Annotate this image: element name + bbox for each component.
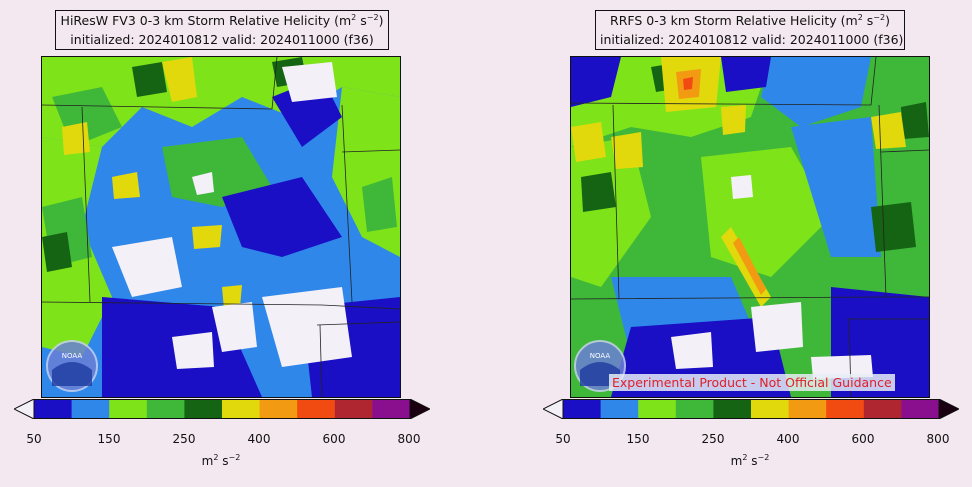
rrfs-color-9 bbox=[901, 399, 940, 419]
hiresw-tick-800: 800 bbox=[397, 432, 421, 446]
hiresw-tick-150: 150 bbox=[97, 432, 121, 446]
rrfs-tick-250: 250 bbox=[701, 432, 725, 446]
hiresw-title: HiResW FV3 0-3 km Storm Relative Helicit… bbox=[55, 10, 389, 50]
hiresw-tick-600: 600 bbox=[322, 432, 346, 446]
hiresw-tick-400: 400 bbox=[247, 432, 271, 446]
hiresw-color-4 bbox=[184, 399, 223, 419]
rrfs-tick-600: 600 bbox=[851, 432, 875, 446]
hiresw-under-arrow bbox=[14, 399, 35, 419]
hiresw-colorbar-border bbox=[33, 399, 411, 419]
hiresw-color-5 bbox=[222, 399, 261, 419]
hiresw-color-7 bbox=[297, 399, 336, 419]
rrfs-color-4 bbox=[713, 399, 752, 419]
hiresw-color-1 bbox=[71, 399, 110, 419]
rrfs-colorbar bbox=[543, 399, 959, 419]
rrfs-color-6 bbox=[788, 399, 827, 419]
hiresw-color-3 bbox=[146, 399, 185, 419]
rrfs-panel: RRFS 0-3 km Storm Relative Helicity (m2 … bbox=[486, 0, 972, 487]
hiresw-tick-250: 250 bbox=[172, 432, 196, 446]
rrfs-colorbar-unit: m2 s−2 bbox=[730, 453, 770, 469]
rrfs-color-7 bbox=[826, 399, 865, 419]
rrfs-over-arrow bbox=[938, 399, 959, 419]
rrfs-color-5 bbox=[751, 399, 790, 419]
hiresw-color-8 bbox=[334, 399, 373, 419]
hiresw-helicity-field bbox=[42, 57, 400, 397]
rrfs-helicity-field bbox=[571, 57, 929, 397]
rrfs-map bbox=[570, 56, 930, 398]
hiresw-colorbar bbox=[14, 399, 430, 419]
hiresw-colorbar-unit: m2 s−2 bbox=[201, 453, 241, 469]
rrfs-colorbar-border bbox=[562, 399, 940, 419]
rrfs-color-0 bbox=[563, 399, 602, 419]
rrfs-color-8 bbox=[863, 399, 902, 419]
rrfs-color-1 bbox=[600, 399, 639, 419]
hiresw-color-0 bbox=[34, 399, 73, 419]
experimental-watermark: Experimental Product - Not Official Guid… bbox=[609, 374, 895, 391]
svg-text:NOAA: NOAA bbox=[590, 352, 611, 360]
hiresw-color-6 bbox=[259, 399, 298, 419]
rrfs-color-2 bbox=[638, 399, 677, 419]
rrfs-title: RRFS 0-3 km Storm Relative Helicity (m2 … bbox=[595, 10, 905, 50]
rrfs-color-3 bbox=[675, 399, 714, 419]
hiresw-map bbox=[41, 56, 401, 398]
hiresw-color-2 bbox=[109, 399, 148, 419]
rrfs-tick-150: 150 bbox=[626, 432, 650, 446]
hiresw-tick-50: 50 bbox=[26, 432, 42, 446]
rrfs-under-arrow bbox=[543, 399, 564, 419]
svg-text:NOAA: NOAA bbox=[62, 352, 83, 360]
noaa-logo: NOAA bbox=[46, 340, 98, 392]
rrfs-tick-50: 50 bbox=[555, 432, 571, 446]
rrfs-tick-400: 400 bbox=[776, 432, 800, 446]
rrfs-tick-800: 800 bbox=[926, 432, 950, 446]
hiresw-over-arrow bbox=[409, 399, 430, 419]
hiresw-color-9 bbox=[372, 399, 411, 419]
hiresw-panel: HiResW FV3 0-3 km Storm Relative Helicit… bbox=[14, 10, 430, 469]
